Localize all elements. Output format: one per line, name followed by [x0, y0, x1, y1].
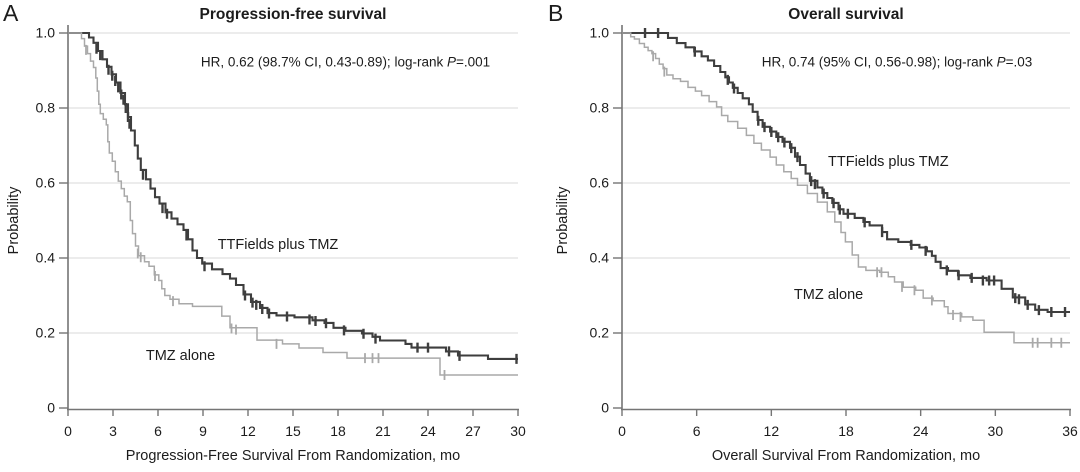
y-tick-label: 0.2 [590, 325, 610, 341]
x-tick-label: 27 [465, 423, 481, 439]
x-tick-label: 9 [199, 423, 207, 439]
panel-letter: B [548, 0, 563, 26]
panel-overall-survival: 0 6 12 18 24 30 36 1.0 0.8 0.6 0.4 0.2 0 B Overall sur… [548, 0, 1078, 464]
y-tick-label: 1.0 [36, 25, 56, 41]
y-tick-label: 0.4 [590, 250, 610, 266]
panel-progression-free-survival: 0 3 6 9 12 15 18 21 24 27 30 1.0 0.8 0.6 0.4 0.2 0 A Progr… [3, 0, 526, 464]
x-tick-label: 24 [913, 423, 929, 439]
x-tick-label: 6 [154, 423, 162, 439]
x-axis-label: Overall Survival From Randomization, mo [712, 448, 980, 464]
x-tick-label: 12 [240, 423, 256, 439]
hr-annotation: HR, 0.74 (95% CI, 0.56-0.98); log-rank P… [762, 54, 1033, 69]
series-label-tmz-alone: TMZ alone [794, 287, 863, 303]
y-tick-label: 0.4 [36, 250, 56, 266]
y-tick-label: 0.6 [36, 175, 56, 191]
series-label-ttfields-plus-tmz: TTFields plus TMZ [828, 154, 949, 170]
y-tick-label: 0.8 [36, 100, 56, 116]
x-tick-label: 3 [109, 423, 117, 439]
km-curve-tmz-alone [68, 32, 518, 376]
y-tick-label: 0.2 [36, 325, 56, 341]
panel-letter: A [3, 0, 19, 26]
x-tick-label: 6 [693, 423, 701, 439]
y-tick-label: 0.8 [590, 100, 610, 116]
x-tick-label: 12 [764, 423, 780, 439]
x-tick-label: 36 [1062, 423, 1078, 439]
x-axis-label: Progression-Free Survival From Randomiza… [126, 448, 460, 464]
series-label-tmz-alone: TMZ alone [146, 348, 215, 364]
x-tick-label: 24 [420, 423, 436, 439]
series-label-ttfields-plus-tmz: TTFields plus TMZ [218, 237, 339, 253]
panel-title: Overall survival [788, 6, 903, 23]
km-curve-ttfields-plus-tmz [622, 31, 1070, 314]
y-axis-label: Probability [555, 186, 571, 254]
km-curve-tmz-alone [622, 32, 1070, 344]
x-tick-label: 30 [988, 423, 1004, 439]
x-tick-label: 21 [375, 423, 391, 439]
x-tick-label: 18 [330, 423, 346, 439]
km-curve-ttfields-plus-tmz [68, 31, 518, 360]
y-tick-label: 0.6 [590, 175, 610, 191]
x-tick-label: 30 [510, 423, 526, 439]
x-tick-label: 0 [64, 423, 72, 439]
hr-annotation: HR, 0.62 (98.7% CI, 0.43-0.89); log-rank… [201, 54, 490, 69]
x-tick-label: 15 [285, 423, 301, 439]
y-tick-label: 1.0 [590, 25, 610, 41]
x-tick-label: 0 [618, 423, 626, 439]
y-tick-label: 0 [601, 400, 609, 416]
x-tick-label: 18 [838, 423, 854, 439]
y-axis-label: Probability [6, 186, 22, 254]
y-tick-label: 0 [47, 400, 55, 416]
panel-title: Progression-free survival [200, 6, 387, 23]
